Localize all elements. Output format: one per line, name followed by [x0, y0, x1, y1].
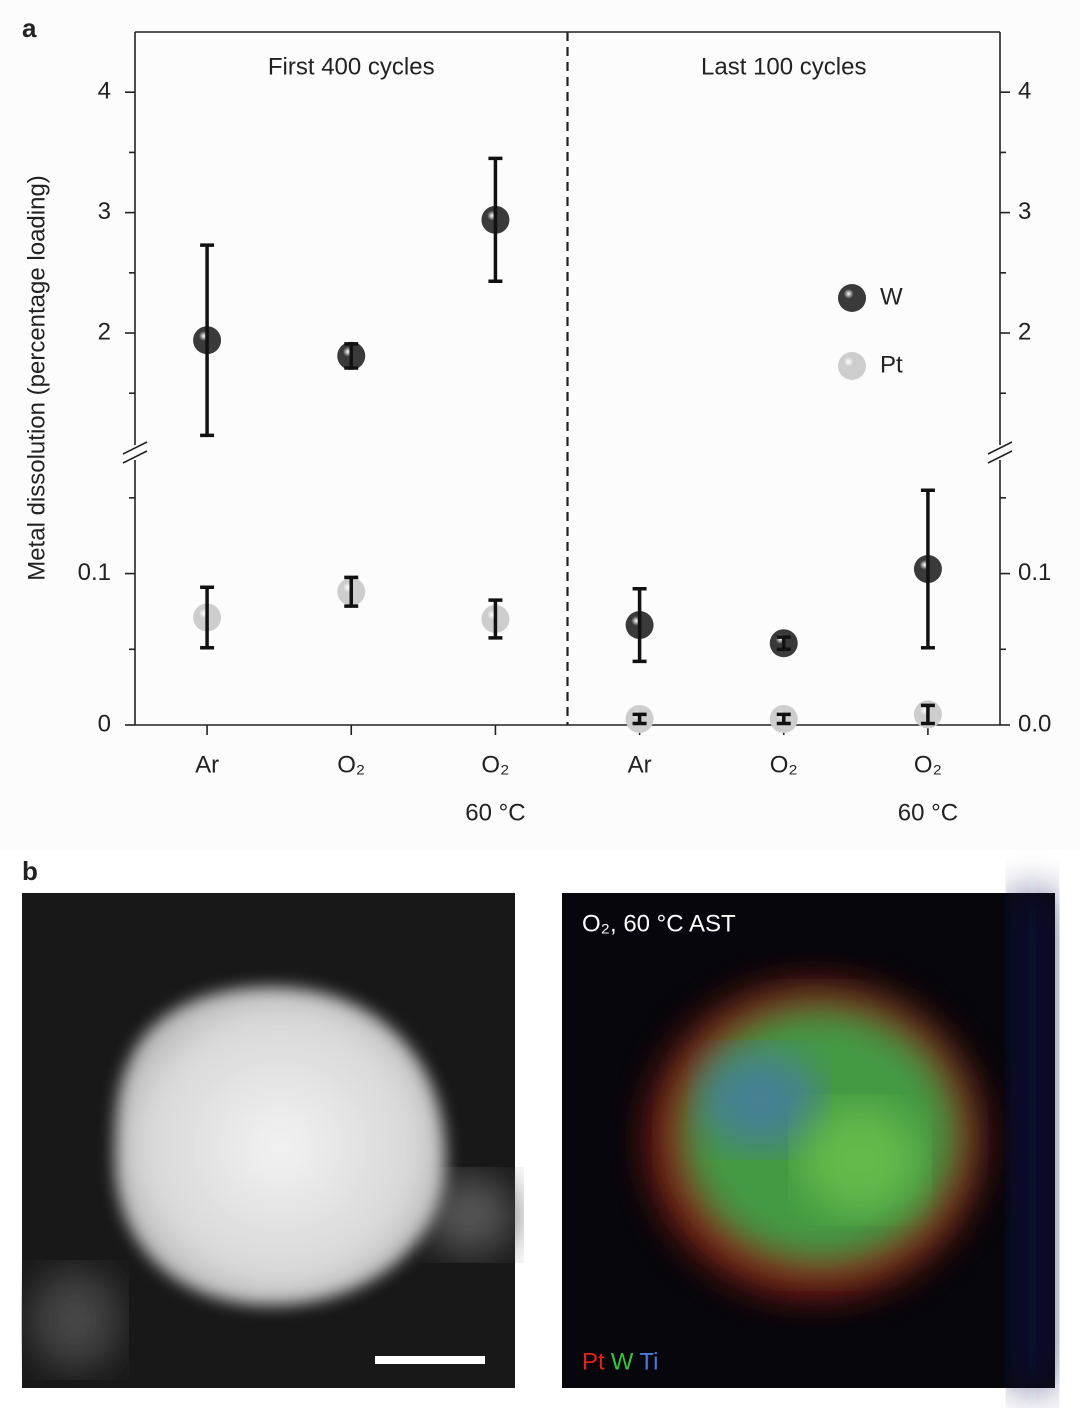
panel-a-background	[0, 0, 1080, 850]
x-tick-label: Ar	[628, 751, 652, 778]
legend-label: W	[880, 283, 903, 310]
axis-break	[122, 441, 148, 455]
panel-title: Last 100 cycles	[701, 53, 866, 80]
axis-break	[987, 441, 1013, 455]
legend-label: Pt	[880, 351, 903, 378]
micrograph	[22, 893, 515, 1388]
y2-tick-label: 2	[1018, 318, 1031, 345]
y-tick-label: 0	[98, 710, 111, 737]
elemental-map: O₂, 60 °C AST Pt W Ti	[562, 893, 1055, 1388]
error-bar	[200, 243, 215, 438]
y-tick-label: 0.1	[78, 559, 111, 586]
y2-tick-label: 0.1	[1018, 559, 1051, 586]
error-bar	[776, 635, 791, 652]
y-tick-label: 3	[98, 198, 111, 225]
axis-break	[987, 450, 1013, 464]
x-tick-note: 60 °C	[898, 799, 958, 826]
y2-tick-label: 0.0	[1018, 710, 1051, 737]
panel-title: First 400 cycles	[268, 53, 435, 80]
map-caption: O₂, 60 °C AST	[582, 910, 736, 937]
panel-label: b	[22, 856, 38, 886]
y-axis-label: Metal dissolution (percentage loading)	[23, 175, 50, 581]
x-tick-note: 60 °C	[465, 799, 525, 826]
error-bar	[920, 488, 935, 650]
x-tick-label: Ar	[195, 751, 219, 778]
error-bar	[344, 575, 359, 608]
x-tick-label: O₂	[337, 751, 365, 778]
legend-marker	[838, 352, 866, 380]
error-bar	[632, 712, 647, 726]
error-bar	[344, 342, 359, 370]
map-channel: Ti	[639, 1348, 658, 1375]
panel-label: a	[22, 13, 37, 43]
y2-tick-label: 4	[1018, 78, 1031, 105]
y-tick-label: 2	[98, 318, 111, 345]
map-channel: W	[611, 1348, 634, 1375]
error-bar	[488, 598, 503, 640]
x-tick-label: O₂	[770, 751, 798, 778]
legend-marker	[838, 284, 866, 312]
x-tick-label: O₂	[481, 751, 509, 778]
scale-bar	[375, 1356, 485, 1364]
y2-tick-label: 3	[1018, 198, 1031, 225]
y-tick-label: 4	[98, 78, 111, 105]
error-bar	[488, 156, 503, 283]
error-bar	[632, 586, 647, 664]
map-channel: Pt	[582, 1348, 605, 1375]
error-bar	[200, 585, 215, 650]
x-tick-label: O₂	[914, 751, 942, 778]
chart: 0 0.1 0.0 0.1 2 3 4 2 3 4 Ar O₂ O₂ 60 °C Ar O₂ O₂ 60 °C Fi…	[78, 31, 1051, 826]
axis-break	[122, 450, 148, 464]
error-bar	[920, 703, 935, 726]
error-bar	[776, 712, 791, 726]
